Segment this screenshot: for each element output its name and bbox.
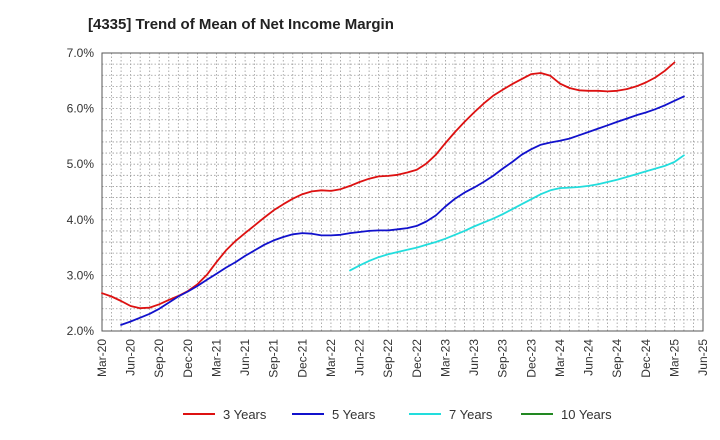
legend-label: 5 Years [332, 407, 376, 422]
y-tick-label: 7.0% [67, 46, 95, 60]
series-line [101, 61, 676, 310]
legend-label: 10 Years [561, 407, 612, 422]
y-tick-label: 2.0% [67, 324, 95, 338]
y-tick-label: 6.0% [67, 102, 95, 116]
legend-label: 7 Years [449, 407, 493, 422]
x-tick-label: Sep-23 [496, 339, 510, 378]
x-tick-label: Dec-24 [639, 339, 653, 378]
y-tick-label: 3.0% [67, 268, 95, 282]
y-tick-label: 4.0% [67, 213, 95, 227]
series-line [120, 95, 685, 326]
x-tick-label: Mar-24 [553, 339, 567, 377]
x-tick-label: Mar-23 [438, 339, 452, 377]
x-tick-label: Jun-25 [696, 339, 710, 376]
x-tick-label: Dec-23 [524, 339, 538, 378]
y-tick-label: 5.0% [67, 157, 95, 171]
x-tick-label: Jun-23 [467, 339, 481, 376]
plot-frame [101, 52, 704, 332]
x-tick-label: Mar-22 [324, 339, 338, 377]
x-tick-label: Sep-20 [152, 339, 166, 378]
x-tick-label: Jun-21 [238, 339, 252, 376]
x-tick-label: Jun-20 [124, 339, 138, 376]
chart-title: [4335] Trend of Mean of Net Income Margi… [88, 16, 394, 33]
x-tick-label: Sep-22 [381, 339, 395, 378]
x-tick-label: Mar-20 [95, 339, 109, 377]
x-tick-label: Dec-22 [410, 339, 424, 378]
x-tick-label: Dec-20 [181, 339, 195, 378]
x-tick-label: Sep-21 [267, 339, 281, 378]
series-line [349, 154, 685, 272]
x-tick-label: Dec-21 [295, 339, 309, 378]
x-tick-label: Jun-24 [582, 339, 596, 376]
legend-label: 3 Years [223, 407, 267, 422]
x-tick-label: Jun-22 [353, 339, 367, 376]
x-tick-label: Mar-21 [209, 339, 223, 377]
x-tick-label: Mar-25 [667, 339, 681, 377]
x-tick-label: Sep-24 [610, 339, 624, 378]
